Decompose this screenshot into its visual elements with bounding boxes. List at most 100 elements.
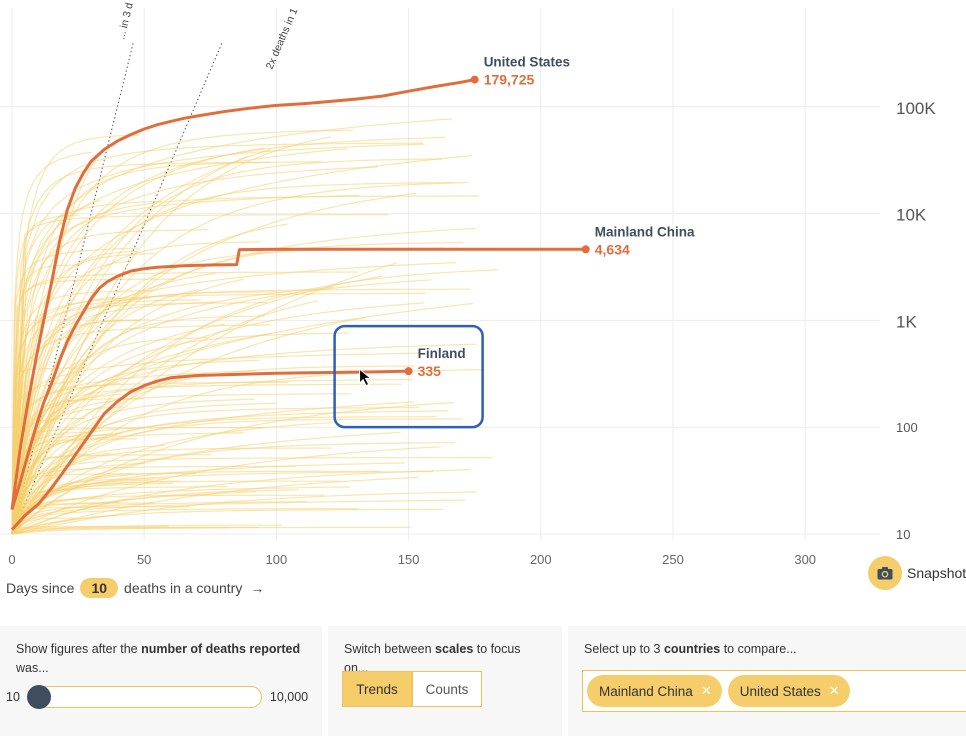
- background-country-line: [11, 161, 270, 535]
- slider-min-label: 10: [6, 690, 20, 704]
- background-country-line: [11, 427, 264, 535]
- series-endpoint: [470, 75, 479, 84]
- background-country-line: [11, 272, 216, 535]
- x-tick-label: 200: [530, 552, 552, 567]
- background-country-line: [11, 454, 212, 535]
- background-country-line: [11, 290, 152, 535]
- deaths-chart: ... in 3 d 2x deaths in 1 United States 17…: [0, 1, 936, 567]
- background-country-line: [11, 324, 271, 535]
- background-country-line: [11, 398, 255, 535]
- country-chip-mainland-china[interactable]: Mainland China ✕: [587, 675, 722, 707]
- remove-icon[interactable]: ✕: [700, 683, 712, 698]
- snapshot-label: Snapshot: [907, 565, 966, 581]
- countries-panel: Select up to 3 countries to compare... M…: [568, 626, 966, 736]
- background-country-line: [11, 166, 379, 535]
- background-country-line: [11, 148, 272, 535]
- background-country-line: [11, 343, 477, 535]
- background-country-line: [11, 279, 433, 535]
- background-country-line: [11, 192, 417, 535]
- background-country-line: [11, 470, 434, 535]
- y-tick-label: 1K: [896, 312, 917, 331]
- background-country-line: [11, 292, 426, 535]
- country-chip-label: United States: [739, 683, 821, 699]
- counts-button[interactable]: Counts: [412, 671, 482, 707]
- background-country-line: [11, 151, 92, 535]
- background-country-line: [11, 300, 319, 535]
- scales-panel: Switch between scales to focus on... Tre…: [328, 626, 562, 736]
- background-country-line: [11, 181, 468, 535]
- series-line-finland: [10, 369, 409, 531]
- trends-button[interactable]: Trends: [342, 671, 412, 707]
- background-country-line: [11, 316, 366, 535]
- background-country-line: [11, 401, 415, 535]
- doubling-line-label: ... in 3 d: [115, 1, 136, 40]
- scale-toggle: Trends Counts: [342, 671, 482, 707]
- y-axis-labels: 100K 10K 1K 100 10: [896, 99, 936, 542]
- background-country-line: [11, 200, 162, 535]
- country-chip-label: Mainland China: [599, 683, 693, 699]
- x-tick-label: 300: [794, 552, 816, 567]
- background-country-line: [11, 393, 122, 535]
- background-country-line: [11, 158, 443, 535]
- x-tick-label: 0: [8, 552, 15, 567]
- background-country-line: [11, 301, 215, 535]
- background-country-line: [11, 527, 230, 535]
- background-country-line: [11, 129, 354, 535]
- x-tick-label: 50: [137, 552, 151, 567]
- background-country-line: [11, 134, 140, 535]
- background-country-line: [11, 491, 477, 535]
- slider-handle[interactable]: [26, 685, 51, 709]
- deaths-filter-description: Show figures after the number of deaths …: [16, 642, 301, 675]
- series-name-label: Mainland China: [595, 224, 695, 239]
- background-country-line: [11, 370, 257, 535]
- x-axis-caption-prefix: Days since: [6, 580, 75, 596]
- death-threshold-pill[interactable]: 10: [80, 578, 119, 598]
- x-tick-label: 150: [398, 552, 420, 567]
- background-country-line: [11, 352, 426, 535]
- y-tick-label: 100K: [896, 99, 936, 118]
- series-value-label: 179,725: [484, 72, 535, 88]
- highlight-annotation-box: [333, 324, 484, 429]
- background-country-line: [11, 457, 493, 535]
- background-country-line: [11, 380, 84, 535]
- background-country-line: [11, 161, 323, 535]
- background-country-line: [11, 393, 352, 535]
- camera-icon: [868, 556, 902, 590]
- background-country-line: [11, 472, 133, 535]
- y-tick-label: 10: [896, 527, 910, 542]
- background-country-line: [11, 302, 474, 535]
- background-country-line: [11, 182, 453, 535]
- x-axis-labels: 0 50 100 150 200 250 300: [8, 552, 816, 567]
- y-tick-label: 100: [896, 420, 918, 435]
- background-country-line: [11, 478, 169, 535]
- background-country-line: [11, 501, 307, 535]
- background-country-line: [11, 416, 437, 535]
- series-endpoint: [581, 245, 590, 254]
- series-value-label: 335: [418, 363, 442, 379]
- background-country-line: [11, 143, 425, 535]
- background-country-line: [11, 337, 210, 535]
- background-country-line: [11, 147, 348, 535]
- series-value-label: 4,634: [595, 241, 630, 257]
- background-country-line: [11, 302, 268, 535]
- country-chip-united-states[interactable]: United States ✕: [727, 675, 850, 707]
- arrow-right-icon: →: [250, 580, 265, 596]
- background-country-line: [11, 118, 453, 535]
- snapshot-button[interactable]: Snapshot: [868, 556, 966, 590]
- background-country-line: [11, 227, 476, 535]
- slider-max-label: 10,000: [269, 690, 309, 704]
- background-country-lines: [11, 118, 499, 535]
- background-country-line: [11, 465, 296, 535]
- series-name-label: Finland: [418, 346, 466, 361]
- deaths-slider-row: 10 10,000: [6, 685, 309, 709]
- deaths-slider[interactable]: [26, 685, 262, 709]
- background-country-line: [11, 271, 359, 535]
- country-selector[interactable]: Mainland China ✕ United States ✕: [582, 670, 966, 712]
- series-line-united-states: [10, 78, 475, 510]
- background-country-line: [11, 199, 101, 535]
- remove-icon[interactable]: ✕: [828, 683, 840, 698]
- cursor-icon: [359, 368, 372, 387]
- background-country-line: [11, 491, 256, 535]
- series-name-label: United States: [484, 55, 570, 70]
- background-country-line: [11, 288, 471, 535]
